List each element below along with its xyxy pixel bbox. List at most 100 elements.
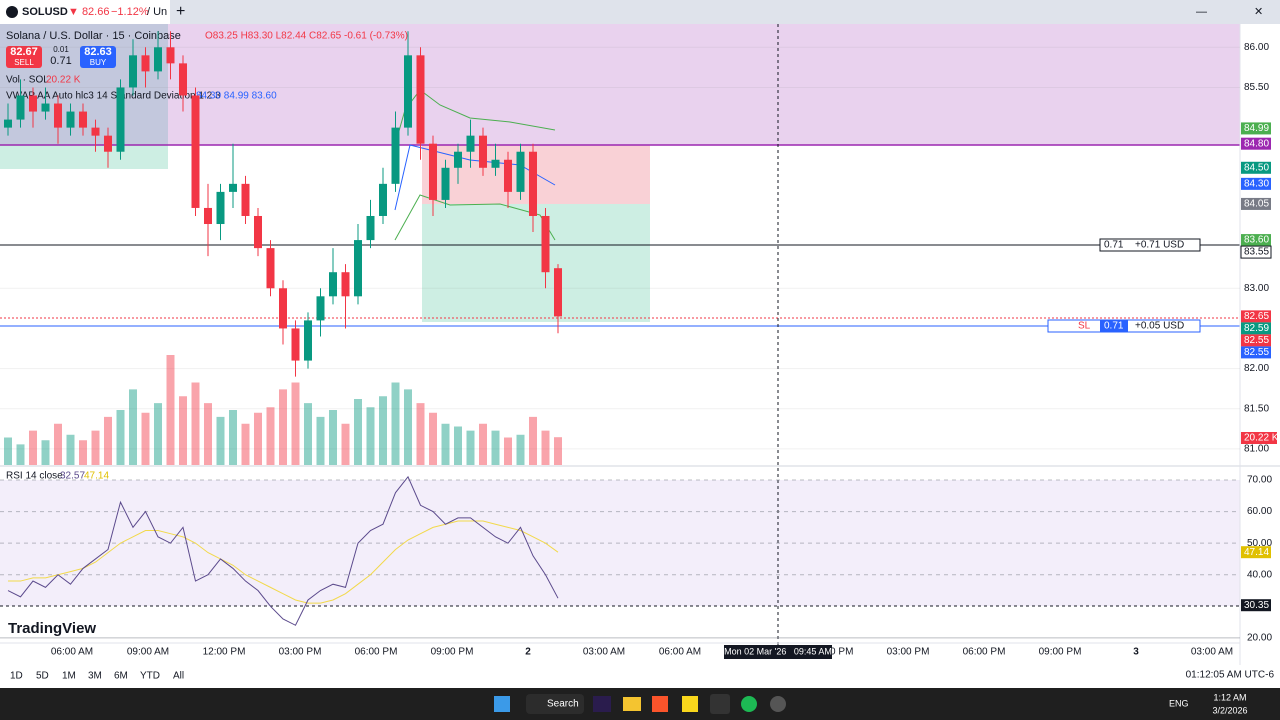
- volume-bar: [454, 426, 462, 465]
- price-badge: [1241, 122, 1271, 135]
- candle-body: [529, 151, 537, 216]
- volume-bar: [279, 389, 287, 465]
- sl-qty: 0.71: [1104, 321, 1124, 332]
- legend-title: Solana / U.S. Dollar · 15 · Coinbase: [6, 30, 181, 42]
- legend-ohlc: O83.25 H83.30 L82.44 C82.65 -0.61 (-0.73…: [205, 31, 408, 42]
- candle-body: [391, 127, 400, 184]
- bottom-toolbar: [0, 665, 1280, 688]
- sell-button[interactable]: [6, 46, 42, 68]
- price-badge-label: 82.59: [1244, 323, 1269, 334]
- rsi-badge-label: 30.35: [1244, 600, 1269, 611]
- volume-bar: [529, 416, 537, 465]
- search-text: Search: [547, 699, 579, 710]
- candle-body: [466, 135, 475, 152]
- search-box[interactable]: [526, 694, 584, 714]
- volume-bar: [16, 444, 25, 465]
- brand: TradingView: [8, 620, 96, 637]
- new-tab[interactable]: +: [176, 3, 185, 20]
- candle-body: [279, 288, 287, 329]
- tray-date: 3/2/2026: [1212, 705, 1247, 715]
- tray-time: 1:12 AM: [1213, 692, 1246, 702]
- volume-bar: [466, 430, 475, 465]
- resistance-zone: [0, 24, 1240, 145]
- candle-body: [554, 268, 562, 317]
- range-button[interactable]: 3M: [88, 671, 102, 682]
- x-tick-label: 3: [1133, 647, 1139, 658]
- buy-button[interactable]: [80, 46, 116, 68]
- candle-body: [429, 143, 437, 200]
- start-button[interactable]: [494, 696, 510, 712]
- position-label[interactable]: [1099, 238, 1201, 252]
- price-badge-label: 84.30: [1244, 178, 1269, 189]
- candle-body: [204, 207, 212, 225]
- candle-body: [366, 215, 375, 241]
- price-badge: [1241, 161, 1271, 174]
- rsi-label: RSI 14 close: [6, 471, 63, 482]
- volume-bar: [554, 437, 562, 465]
- window-minimize[interactable]: —: [1196, 6, 1207, 18]
- vol-badge-label: 20.22 K: [1244, 433, 1279, 444]
- price-badge-label: 83.55: [1244, 247, 1269, 258]
- target-zone: [422, 204, 650, 322]
- volume-bar: [79, 440, 87, 465]
- window-close[interactable]: ✕: [1254, 6, 1263, 18]
- sl-pnl: +0.05 USD: [1135, 321, 1184, 332]
- volume-bar: [166, 355, 175, 465]
- tab-bar: [0, 0, 1280, 24]
- volume-bar: [91, 430, 100, 465]
- volume-bar: [516, 434, 525, 465]
- app-icon[interactable]: [623, 697, 641, 711]
- tab-symbol: SOLUSD: [22, 6, 68, 18]
- volume-bar: [241, 423, 250, 465]
- candle-body: [41, 103, 50, 112]
- volume-bar: [4, 437, 12, 465]
- candle-body: [116, 87, 125, 152]
- volume-bar: [391, 382, 400, 465]
- rsi-tick-label: 20.00: [1247, 633, 1272, 644]
- position-pnl: +0.71 USD: [1135, 240, 1184, 251]
- spread-small: 0.01: [53, 45, 69, 54]
- app-icon[interactable]: [593, 696, 611, 712]
- range-button[interactable]: 1D: [10, 671, 23, 682]
- range-button[interactable]: All: [173, 671, 184, 682]
- candle-body: [154, 47, 162, 72]
- rsi-badge-label: 47.14: [1244, 547, 1269, 558]
- candle-body: [479, 135, 487, 168]
- x-tick-label: 06:00 PM: [963, 647, 1006, 658]
- rsi-value: 32.57: [60, 471, 85, 482]
- app-icon[interactable]: [710, 694, 730, 714]
- volume-bar: [541, 430, 550, 465]
- volume-bar: [216, 416, 225, 465]
- vol-badge: [1241, 432, 1277, 444]
- candle-body: [166, 47, 175, 64]
- candle-body: [304, 320, 312, 361]
- app-icon[interactable]: [741, 696, 757, 712]
- volume-bar: [479, 423, 487, 465]
- app-icon[interactable]: [682, 696, 698, 712]
- candle-body: [329, 272, 337, 297]
- range-button[interactable]: YTD: [140, 671, 160, 682]
- range-button[interactable]: 6M: [114, 671, 128, 682]
- x-tick-label: 03:00 PM: [279, 647, 322, 658]
- x-tick-label: 09:00 PM: [1039, 647, 1082, 658]
- price-badge-label: 84.80: [1244, 138, 1269, 149]
- volume-bar: [66, 434, 75, 465]
- price-badge: [1241, 322, 1271, 335]
- language: ENG: [1169, 698, 1189, 708]
- rsi-tick-label: 40.00: [1247, 569, 1272, 580]
- range-button[interactable]: 5D: [36, 671, 49, 682]
- price-badge-label: 84.05: [1244, 199, 1269, 210]
- app-icon[interactable]: [770, 696, 786, 712]
- vwap-label: VWAP AA Auto hlc3 14 Standard Deviation …: [6, 91, 221, 102]
- volume-bar: [416, 403, 425, 465]
- volume-bar: [341, 423, 350, 465]
- tab[interactable]: [0, 0, 170, 24]
- candle-body: [291, 328, 300, 361]
- volume-bar: [266, 407, 275, 465]
- range-button[interactable]: 1M: [62, 671, 76, 682]
- y-tick-label: 86.00: [1244, 42, 1269, 53]
- app-icon[interactable]: [652, 696, 668, 712]
- candle-body: [191, 95, 200, 208]
